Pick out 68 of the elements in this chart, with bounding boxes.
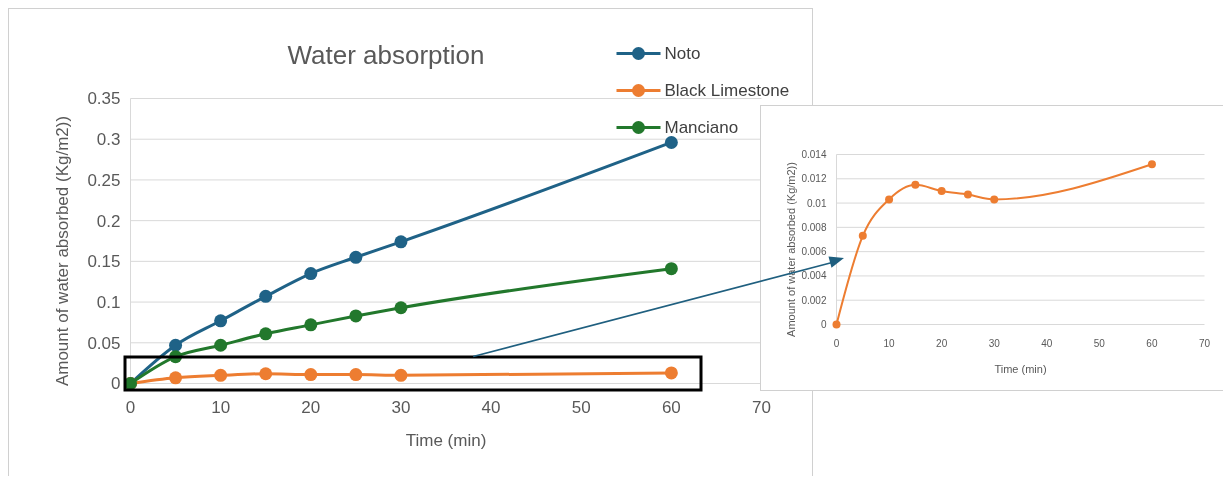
x-tick-label: 50	[571, 397, 591, 417]
point	[1147, 160, 1156, 169]
x-tick-label: 10	[211, 397, 231, 417]
y-tick-label: 0.002	[801, 294, 827, 306]
point	[349, 250, 363, 264]
y-tick-label: 0.1	[96, 293, 121, 313]
point	[259, 367, 273, 381]
legend-label: Manciano	[664, 118, 739, 138]
x-tick-label: 10	[883, 337, 896, 349]
x-axis-title: Time (min)	[405, 430, 487, 450]
y-tick-label: 0.25	[87, 170, 121, 190]
point	[169, 371, 183, 385]
point	[937, 186, 946, 195]
point	[304, 368, 318, 382]
x-tick-label: 40	[1041, 337, 1053, 349]
y-axis-title: Amount of water absorbed (Kg/m2))	[52, 115, 72, 387]
point	[349, 309, 363, 323]
x-tick-label: 20	[936, 337, 948, 349]
y-axis-title: Amount of water absorbed (Kg/m2))	[784, 162, 797, 337]
point	[832, 320, 841, 329]
y-tick-label: 0.15	[87, 252, 121, 272]
y-tick-label: 0	[820, 319, 827, 330]
point	[394, 301, 408, 315]
point	[664, 262, 678, 276]
point	[394, 235, 408, 249]
x-tick-label: 30	[988, 337, 1001, 349]
chart-title: Water absorption	[287, 39, 485, 70]
point	[259, 327, 273, 341]
x-tick-label: 70	[752, 397, 771, 417]
y-tick-label: 0.3	[96, 130, 121, 150]
point	[214, 368, 228, 382]
x-tick-label: 60	[1146, 337, 1158, 349]
y-tick-label: 0.35	[87, 89, 121, 109]
y-tick-label: 0	[111, 374, 121, 394]
y-tick-label: 0.008	[801, 221, 827, 233]
point	[885, 195, 894, 204]
x-tick-label: 20	[301, 397, 321, 417]
point	[259, 289, 273, 303]
point	[911, 180, 920, 189]
x-tick-label: 40	[481, 397, 501, 417]
point	[349, 368, 363, 382]
legend-label: Black Limestone	[664, 81, 790, 101]
x-tick-label: 60	[661, 397, 681, 417]
y-tick-label: 0.004	[801, 270, 827, 282]
point	[990, 195, 999, 204]
x-axis-title: Time (min)	[994, 362, 1047, 375]
point	[169, 338, 183, 352]
y-tick-label: 0.2	[96, 211, 121, 231]
y-tick-label: 0.05	[87, 333, 121, 353]
y-tick-label: 0.012	[801, 173, 827, 185]
x-tick-label: 50	[1093, 337, 1106, 349]
point	[858, 231, 867, 240]
point	[214, 314, 228, 328]
x-tick-label: 30	[391, 397, 411, 417]
x-tick-label: 70	[1198, 337, 1211, 349]
y-tick-label: 0.014	[801, 149, 827, 160]
x-tick-label: 0	[125, 397, 136, 417]
point	[304, 267, 318, 281]
point	[664, 135, 678, 149]
point	[304, 318, 318, 332]
point	[664, 366, 678, 380]
y-tick-label: 0.006	[801, 246, 827, 258]
point	[394, 368, 408, 382]
point	[214, 338, 228, 352]
legend-label: Noto	[664, 44, 701, 64]
point	[963, 190, 972, 199]
x-tick-label: 0	[833, 337, 840, 349]
y-tick-label: 0.01	[807, 197, 827, 209]
